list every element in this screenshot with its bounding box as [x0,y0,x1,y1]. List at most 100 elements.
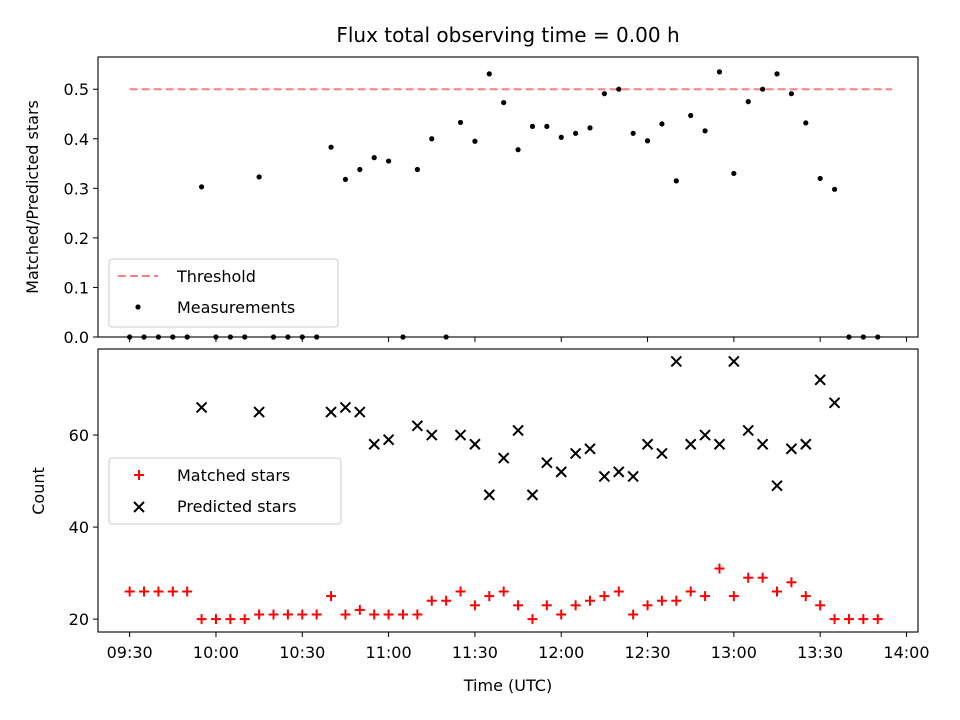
measurement-point [328,144,334,150]
predicted-star-point-b [598,470,611,483]
measurement-point [587,125,593,131]
matched-star-point [469,600,480,611]
measurement-point [745,99,751,105]
measurement-point [371,155,377,161]
predicted-star-point-b [354,406,366,418]
bottom-axes-frame [97,348,919,633]
predicted-star-point-b [771,479,783,492]
predicted-star-point-b [382,433,395,446]
predicted-star-point-b [656,447,668,460]
matched-star-point [700,591,711,602]
measurement-point [472,138,478,144]
matched-star-point [369,609,380,620]
x-tick-label: 11:00 [366,643,412,662]
measurement-point [256,174,262,180]
matched-star-point [124,586,135,597]
predicted-star-point-b [555,466,567,478]
top-y-tick-label: 0.4 [64,130,89,149]
matched-star-point [153,586,164,597]
measurement-point [788,91,795,97]
bottom-y-tick-label: 20 [69,610,89,629]
top-legend-box [108,258,339,328]
predicted-star-point-b [368,438,380,450]
predicted-star-point [426,429,438,441]
matched-stars-legend-label: Matched stars [177,466,290,485]
top-y-tick-label: 0.0 [64,328,89,347]
predicted-star-point [728,355,740,368]
measurement-point [760,86,766,92]
measurement-point [644,138,651,144]
predicted-star-point-b [756,438,769,450]
predicted-star-point-b [325,406,337,418]
predicted-star-point [339,401,352,414]
matched-star-point [268,609,279,620]
matched-star-point [829,614,840,625]
matched-star-point [441,595,452,606]
bottom-legend: Matched stars Predicted stars [108,457,342,525]
predicted-star-point-b [512,424,524,437]
predicted-star-point [354,406,366,418]
chart-title: Flux total observing time = 0.00 h [336,23,679,47]
matched-star-point [282,609,293,620]
predicted-star-point [800,438,812,450]
matched-star-point [139,586,150,597]
matched-star-point [455,586,466,597]
matched-star-point [412,609,423,620]
predicted-star-point-b [785,443,798,455]
predicted-star-point-b [684,438,697,450]
matched-star-point [628,609,639,620]
predicted-star-point [195,401,208,414]
matched-star-point [728,591,739,602]
x-tick-label: 10:30 [279,643,325,662]
predicted-star-point [613,466,625,478]
measurement-point [688,112,694,119]
predicted-star-point [828,397,841,409]
matched-star-point [757,572,768,583]
matched-star-point [843,614,854,625]
predicted-star-point-b [411,420,424,432]
matched-star-point [815,600,826,611]
matched-legend-marker [134,470,144,480]
matched-star-point [311,609,322,620]
predicted-star-point-b [426,429,438,441]
predicted-star-point-b [627,470,639,483]
matched-star-point [225,614,236,625]
top-y-tick-label: 0.1 [64,278,89,297]
matched-star-point [714,563,725,574]
predicted-star-point [541,456,553,469]
matched-star-point [196,614,207,625]
bottom-panel: 09:30 10:00 10:30 11:00 11:30 12:00 12:30 13:00… [29,348,930,695]
measurement-point [831,186,838,192]
predicted-star-point-b [454,429,467,441]
predicted-star-point [411,420,424,432]
predicted-star-point [684,438,697,450]
measurement-point [702,128,708,134]
predicted-star-point-b [713,438,726,450]
matched-star-point [743,572,754,583]
predicted-star-point-b [728,355,740,368]
matched-star-point [613,586,624,597]
matched-star-point [397,609,408,620]
x-tick-label: 09:30 [107,643,153,662]
measurement-point [457,119,464,126]
x-tick-label: 12:00 [538,643,584,662]
predicted-star-point-b [742,424,754,437]
predicted-star-point-b [584,443,596,455]
predicted-stars-legend-swatch [133,501,145,513]
matched-star-point [383,609,394,620]
x-tick-label: 10:00 [193,643,239,662]
matched-star-point [800,591,811,602]
predicted-star-point [483,489,496,501]
predicted-star-point [713,438,726,450]
matched-star-point [340,609,351,620]
matched-star-point [585,595,595,606]
matched-star-point [297,609,308,620]
bottom-y-tick-label: 60 [69,426,89,445]
predicted-star-point [512,424,524,437]
bottom-ticks: 09:30 10:00 10:30 11:00 11:30 12:00 12:30 13:00… [69,426,930,662]
matched-star-point [182,586,193,597]
measurement-point [630,130,636,136]
predicted-star-point [598,470,611,483]
